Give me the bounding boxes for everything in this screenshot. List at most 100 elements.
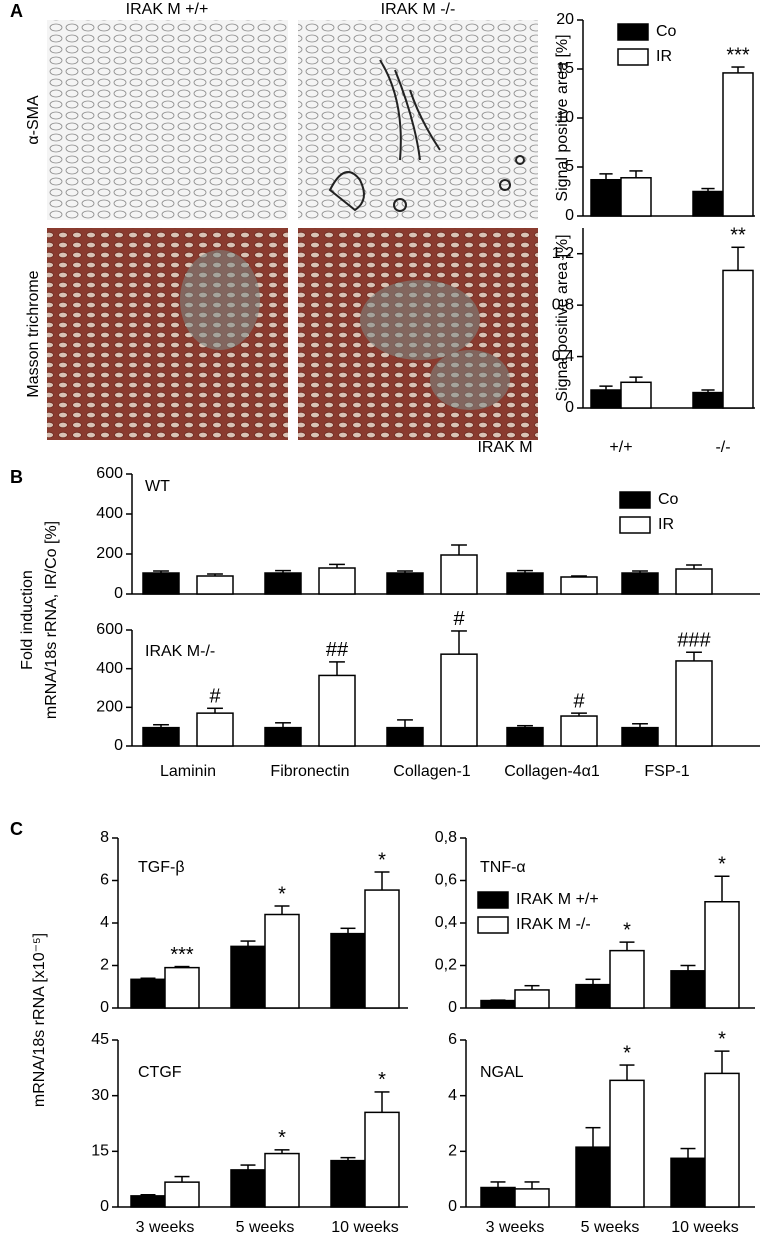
- legend-label: Co: [658, 491, 679, 508]
- legend-label: IR: [656, 48, 672, 65]
- bar: [620, 381, 652, 409]
- significance-label: #: [453, 608, 465, 630]
- bar: [196, 575, 234, 595]
- significance-label: #: [209, 686, 221, 708]
- x-axis-label: IRAK M: [477, 439, 532, 456]
- y-axis-label: Fold induction: [19, 570, 36, 670]
- y-tick-label: 30: [91, 1087, 109, 1104]
- y-tick-label: 0: [565, 399, 574, 416]
- x-tick-label: Fibronectin: [270, 763, 349, 780]
- y-tick-label: 1,2: [552, 245, 574, 262]
- legend-swatch: [617, 48, 649, 66]
- x-tick-label: Collagen-1: [393, 763, 470, 780]
- bar: [364, 1111, 400, 1208]
- y-tick-label: 0,2: [435, 957, 457, 974]
- legend-label: IRAK M +/+: [516, 891, 599, 908]
- legend-swatch: [619, 516, 651, 534]
- y-tick-label: 6: [448, 1031, 457, 1048]
- significance-label: ###: [677, 630, 711, 652]
- y-tick-label: 0,4: [435, 914, 457, 931]
- y-tick-label: 15: [91, 1143, 109, 1160]
- panel-label: A: [10, 1, 23, 21]
- y-tick-label: 400: [96, 660, 123, 677]
- legend-label: Co: [656, 23, 677, 40]
- bar: [264, 913, 300, 1009]
- image-row-label: α-SMA: [25, 95, 42, 145]
- bar: [506, 572, 544, 595]
- significance-label: ##: [326, 639, 349, 661]
- y-tick-label: 2: [100, 957, 109, 974]
- y-tick-label: 600: [96, 621, 123, 638]
- y-tick-label: 5: [565, 158, 574, 175]
- y-tick-label: 2: [448, 1143, 457, 1160]
- y-tick-label: 400: [96, 505, 123, 522]
- stained-region: [328, 59, 525, 212]
- y-tick-label: 0: [114, 585, 123, 602]
- bar: [330, 932, 366, 1009]
- bar: [620, 177, 652, 217]
- y-tick-label: 0,8: [435, 829, 457, 846]
- y-tick-label: 200: [96, 699, 123, 716]
- bar: [440, 653, 478, 747]
- bar: [164, 1181, 200, 1208]
- x-tick-label: 5 weeks: [236, 1219, 295, 1236]
- x-tick-label: 3 weeks: [136, 1219, 195, 1236]
- x-tick-label: -/-: [715, 439, 730, 456]
- bar: [130, 978, 166, 1009]
- bar: [480, 1186, 516, 1208]
- chart-title: CTGF: [138, 1064, 182, 1081]
- bar: [609, 949, 645, 1009]
- y-axis-label: mRNA/18s rRNA, IR/Co [%]: [43, 521, 60, 719]
- chart-title: WT: [145, 478, 170, 495]
- bar: [609, 1079, 645, 1208]
- x-tick-label: Laminin: [160, 763, 216, 780]
- bar: [264, 572, 302, 595]
- bar: [675, 660, 713, 747]
- bar: [318, 567, 356, 595]
- y-tick-label: 0,4: [552, 348, 574, 365]
- y-tick-label: 45: [91, 1031, 109, 1048]
- bar: [230, 945, 266, 1009]
- image-column-label: IRAK M -/-: [381, 1, 456, 18]
- bar: [560, 576, 598, 595]
- y-tick-label: 0: [448, 999, 457, 1016]
- panel-label: C: [10, 819, 23, 839]
- significance-label: *: [278, 1127, 286, 1149]
- legend-swatch: [477, 916, 509, 934]
- significance-label: ***: [726, 44, 750, 66]
- x-tick-label: 10 weeks: [671, 1219, 739, 1236]
- bar: [318, 674, 356, 747]
- bar: [590, 178, 622, 217]
- significance-label: *: [278, 883, 286, 905]
- bar: [675, 568, 713, 595]
- bar: [590, 389, 622, 409]
- x-tick-label: 5 weeks: [581, 1219, 640, 1236]
- bar: [514, 989, 550, 1009]
- significance-label: ***: [170, 944, 194, 966]
- x-tick-label: Collagen-4α1: [504, 763, 600, 780]
- y-tick-label: 0: [100, 1198, 109, 1215]
- y-tick-label: 0,6: [435, 872, 457, 889]
- bar: [330, 1159, 366, 1208]
- image-row-label: Masson trichrome: [25, 270, 42, 397]
- bar: [264, 1152, 300, 1208]
- bar: [480, 999, 516, 1009]
- bar: [440, 554, 478, 595]
- bar: [692, 190, 724, 217]
- chart-title: IRAK M-/-: [145, 643, 215, 660]
- y-tick-label: 0: [448, 1198, 457, 1215]
- y-tick-label: 10: [556, 109, 574, 126]
- x-tick-label: 3 weeks: [486, 1219, 545, 1236]
- bar: [364, 889, 400, 1009]
- bar: [386, 726, 424, 747]
- micrograph: [298, 20, 538, 220]
- chart-title: NGAL: [480, 1064, 524, 1081]
- significance-label: *: [623, 919, 631, 941]
- legend-swatch: [477, 891, 509, 909]
- x-tick-label: FSP-1: [644, 763, 689, 780]
- y-tick-label: 200: [96, 545, 123, 562]
- y-tick-label: 4: [448, 1087, 457, 1104]
- micrograph: [47, 20, 288, 220]
- legend-label: IRAK M -/-: [516, 916, 591, 933]
